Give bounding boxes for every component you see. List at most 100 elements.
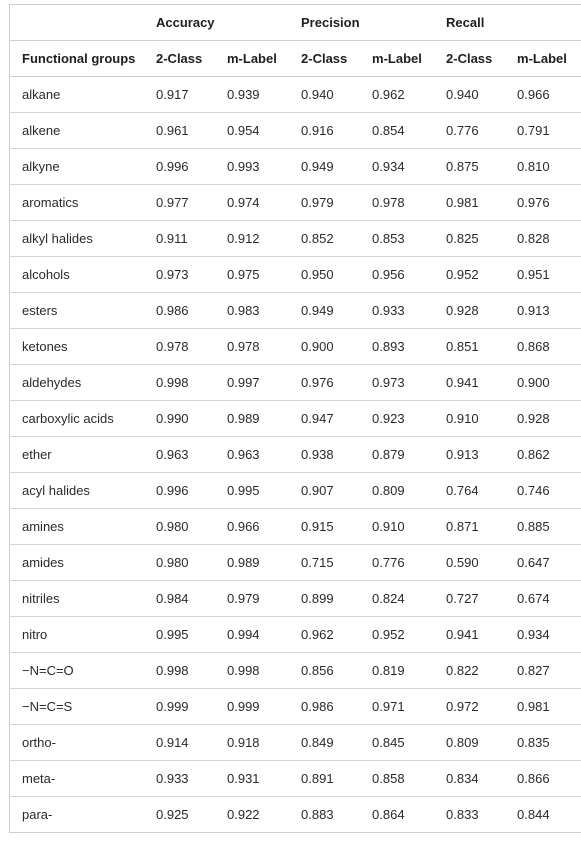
table-row: alkane 0.917 0.939 0.940 0.962 0.940 0.966	[10, 76, 581, 113]
column-header-accuracy-mlabel: m-Label	[215, 40, 290, 77]
precision-2class-cell: 0.950	[289, 256, 361, 293]
precision-2class-cell: 0.856	[289, 652, 361, 689]
functional-group-cell: nitriles	[10, 580, 144, 617]
precision-2class-cell: 0.899	[289, 580, 361, 617]
accuracy-mlabel-cell: 0.975	[215, 256, 290, 293]
recall-mlabel-cell: 0.934	[505, 616, 581, 653]
precision-2class-cell: 0.849	[289, 724, 361, 761]
group-header-precision: Precision	[289, 5, 435, 41]
functional-group-cell: ether	[10, 436, 144, 473]
precision-mlabel-cell: 0.853	[360, 220, 435, 257]
table-row: ortho- 0.914 0.918 0.849 0.845 0.809 0.835	[10, 724, 581, 761]
recall-2class-cell: 0.875	[434, 148, 506, 185]
recall-mlabel-cell: 0.827	[505, 652, 581, 689]
accuracy-2class-cell: 0.986	[144, 292, 215, 329]
table-row: ether 0.963 0.963 0.938 0.879 0.913 0.862	[10, 436, 581, 473]
accuracy-mlabel-cell: 0.978	[215, 328, 290, 365]
precision-2class-cell: 0.915	[289, 508, 361, 545]
precision-mlabel-cell: 0.973	[360, 364, 435, 401]
accuracy-mlabel-cell: 0.931	[215, 760, 290, 797]
table-row: carboxylic acids 0.990 0.989 0.947 0.923 0.91…	[10, 400, 581, 437]
functional-group-cell: alkyl halides	[10, 220, 144, 257]
precision-mlabel-cell: 0.923	[360, 400, 435, 437]
precision-mlabel-cell: 0.962	[360, 76, 435, 113]
accuracy-mlabel-cell: 0.994	[215, 616, 290, 653]
functional-group-cell: acyl halides	[10, 472, 144, 509]
accuracy-2class-cell: 0.978	[144, 328, 215, 365]
table-row: aldehydes 0.998 0.997 0.976 0.973 0.941 0.900	[10, 364, 581, 401]
precision-2class-cell: 0.976	[289, 364, 361, 401]
column-header-recall-mlabel: m-Label	[505, 40, 581, 77]
precision-2class-cell: 0.900	[289, 328, 361, 365]
precision-2class-cell: 0.949	[289, 148, 361, 185]
accuracy-2class-cell: 0.984	[144, 580, 215, 617]
functional-group-cell: −N=C=O	[10, 652, 144, 689]
recall-2class-cell: 0.981	[434, 184, 506, 221]
accuracy-mlabel-cell: 0.912	[215, 220, 290, 257]
functional-group-cell: amides	[10, 544, 144, 581]
functional-group-cell: −N=C=S	[10, 688, 144, 725]
accuracy-2class-cell: 0.963	[144, 436, 215, 473]
results-table: Accuracy Precision Recall Functional gro…	[10, 5, 581, 832]
recall-2class-cell: 0.940	[434, 76, 506, 113]
precision-mlabel-cell: 0.819	[360, 652, 435, 689]
recall-mlabel-cell: 0.976	[505, 184, 581, 221]
precision-mlabel-cell: 0.776	[360, 544, 435, 581]
column-header-functional-groups: Functional groups	[10, 40, 144, 77]
recall-mlabel-cell: 0.844	[517, 807, 550, 822]
accuracy-mlabel-cell: 0.989	[215, 400, 290, 437]
recall-mlabel-cell: 0.791	[505, 112, 581, 149]
accuracy-2class-cell: 0.995	[144, 616, 215, 653]
precision-mlabel-cell: 0.910	[360, 508, 435, 545]
group-header-accuracy: Accuracy	[144, 5, 290, 41]
recall-2class-cell: 0.834	[434, 760, 506, 797]
precision-mlabel-cell: 0.956	[360, 256, 435, 293]
precision-mlabel-cell: 0.971	[360, 688, 435, 725]
table-row: alkyl halides 0.911 0.912 0.852 0.853 0.825 0.…	[10, 220, 581, 257]
recall-mlabel-cell: 0.810	[505, 148, 581, 185]
functional-group-cell: nitro	[10, 616, 144, 653]
column-header-recall-2class: 2-Class	[434, 40, 506, 77]
precision-2class-cell: 0.907	[289, 472, 361, 509]
accuracy-2class-cell: 0.911	[144, 220, 215, 257]
recall-2class-cell: 0.972	[434, 688, 506, 725]
recall-mlabel-cell: 0.981	[505, 688, 581, 725]
recall-2class-cell: 0.833	[446, 807, 479, 822]
functional-group-cell: ketones	[10, 328, 144, 365]
accuracy-mlabel-cell: 0.922	[227, 807, 260, 822]
accuracy-mlabel-cell: 0.954	[215, 112, 290, 149]
recall-2class-cell: 0.727	[434, 580, 506, 617]
accuracy-mlabel-cell: 0.979	[215, 580, 290, 617]
table-row: ketones 0.978 0.978 0.900 0.893 0.851 0.868	[10, 328, 581, 365]
functional-group-cell: alcohols	[10, 256, 144, 293]
recall-mlabel-cell: 0.951	[505, 256, 581, 293]
precision-2class-cell: 0.986	[289, 688, 361, 725]
precision-mlabel-cell: 0.858	[360, 760, 435, 797]
accuracy-2class-cell: 0.933	[144, 760, 215, 797]
precision-2class-cell: 0.949	[289, 292, 361, 329]
recall-mlabel-cell: 0.647	[505, 544, 581, 581]
column-header-row: Functional groups 2-Class m-Label 2-Clas…	[10, 40, 581, 77]
table-row: meta- 0.933 0.931 0.891 0.858 0.834 0.866	[10, 760, 581, 797]
functional-group-cell: aromatics	[10, 184, 144, 221]
accuracy-2class-cell: 0.925	[156, 807, 189, 822]
precision-2class-cell: 0.891	[289, 760, 361, 797]
recall-mlabel-cell: 0.862	[505, 436, 581, 473]
recall-2class-cell: 0.913	[434, 436, 506, 473]
accuracy-mlabel-cell: 0.998	[215, 652, 290, 689]
recall-mlabel-cell: 0.885	[505, 508, 581, 545]
accuracy-mlabel-cell: 0.993	[215, 148, 290, 185]
results-table-container: Accuracy Precision Recall Functional gro…	[9, 4, 581, 833]
recall-mlabel-cell: 0.868	[505, 328, 581, 365]
table-row: para- 0.925 0.922 0.883 0.864 0.833 0.844	[10, 797, 581, 833]
precision-mlabel-cell: 0.934	[360, 148, 435, 185]
accuracy-mlabel-cell: 0.997	[215, 364, 290, 401]
table-row: alkene 0.961 0.954 0.916 0.854 0.776 0.791	[10, 112, 581, 149]
functional-group-cell: ortho-	[10, 724, 144, 761]
precision-2class-cell: 0.947	[289, 400, 361, 437]
functional-group-cell: alkyne	[10, 148, 144, 185]
recall-2class-cell: 0.825	[434, 220, 506, 257]
recall-mlabel-cell: 0.928	[505, 400, 581, 437]
group-header-recall: Recall	[434, 5, 581, 41]
accuracy-2class-cell: 0.973	[144, 256, 215, 293]
